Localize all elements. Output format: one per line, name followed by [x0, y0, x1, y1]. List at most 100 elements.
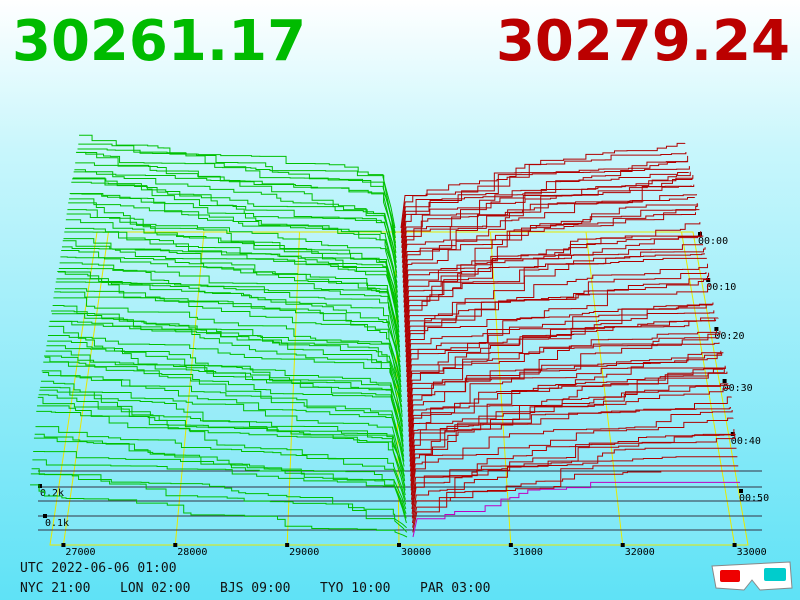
bid-curve — [77, 148, 396, 239]
depth-label: 0.1k — [45, 518, 69, 529]
bid-curve — [65, 219, 399, 313]
price-label: 32000 — [625, 547, 655, 558]
time-label: 00:40 — [731, 436, 761, 447]
bid-curve — [38, 394, 406, 486]
ask-curve — [412, 465, 739, 528]
ask-curve — [405, 257, 707, 353]
bid-curve — [34, 433, 407, 510]
price-tick — [285, 543, 290, 547]
ask-curve — [410, 385, 730, 482]
bid-curve — [58, 271, 401, 363]
ask-curve — [402, 177, 693, 268]
bid-curve — [33, 451, 407, 519]
ask-curve — [411, 434, 736, 510]
price-label: 29000 — [289, 547, 319, 558]
ask-curve — [405, 263, 708, 358]
ask-curve — [402, 184, 695, 278]
ask-curve — [410, 387, 730, 477]
bid-curve — [66, 213, 399, 308]
bid-curve — [51, 313, 403, 403]
ask-curve — [405, 278, 710, 368]
bid-curve — [49, 320, 403, 417]
ask-curve — [407, 317, 719, 417]
bid-curve — [31, 468, 407, 529]
bid-curve — [30, 484, 408, 538]
price-grid-line — [286, 231, 300, 546]
zone-clock: NYC 21:00 — [20, 581, 90, 596]
price-grid-line — [490, 231, 512, 546]
ask-curve — [403, 231, 702, 318]
ask-curve — [401, 172, 689, 248]
depth-label: 0.2k — [40, 488, 64, 499]
ask-curve — [404, 244, 703, 328]
time-label: 00:10 — [706, 282, 736, 293]
ask-curve — [403, 222, 701, 313]
price-tick — [620, 543, 625, 547]
bid-curve — [43, 361, 405, 457]
bid-price: 30261.17 — [12, 9, 306, 74]
bid-curve — [40, 380, 405, 472]
ask-curve — [411, 447, 737, 519]
bid-curve — [60, 256, 401, 348]
bid-curve — [68, 198, 398, 293]
bid-curve — [47, 334, 404, 427]
ask-curve — [410, 417, 734, 500]
ask-curve — [404, 235, 703, 323]
ask-curve — [410, 410, 733, 496]
price-label: 31000 — [513, 547, 543, 558]
bid-curve — [67, 209, 399, 303]
bid-curve — [62, 240, 400, 333]
ask-curve — [412, 470, 740, 533]
price-tick — [61, 543, 66, 547]
bid-curve — [71, 181, 398, 278]
bid-curve — [73, 171, 397, 263]
glasses-icon — [711, 561, 793, 591]
ask-curve — [409, 383, 729, 472]
ask-curve — [403, 203, 698, 298]
bid-curve — [72, 177, 398, 268]
bid-curve — [56, 278, 402, 373]
bid-curve — [32, 459, 407, 524]
bid-curve — [63, 238, 400, 328]
ask-curve — [411, 429, 735, 505]
ask-curve — [401, 166, 690, 253]
ask-curve — [406, 284, 711, 373]
price-grid-line — [681, 231, 736, 546]
price-label: 30000 — [401, 547, 431, 558]
bid-curve — [74, 169, 397, 258]
utc-clock: UTC 2022-06-06 01:00 — [20, 561, 177, 576]
bid-curve — [59, 262, 401, 353]
ask-curve — [406, 310, 715, 393]
bid-curve — [51, 310, 403, 407]
price-label: 28000 — [177, 547, 207, 558]
ask-curve — [400, 152, 687, 234]
ask-curve — [406, 304, 713, 383]
ask-curve — [410, 406, 731, 486]
bid-curve — [76, 151, 397, 244]
price-tick — [173, 543, 178, 547]
time-label: 00:20 — [714, 331, 744, 342]
ask-curve — [400, 142, 686, 229]
ask-curve — [412, 481, 740, 538]
ask-curve — [408, 352, 723, 437]
bid-curve — [47, 340, 404, 432]
ask-curve — [406, 302, 714, 388]
time-label: 00:50 — [739, 493, 769, 504]
ask-curve — [409, 367, 727, 462]
time-tick — [714, 327, 719, 331]
ask-curve — [408, 352, 724, 447]
ask-curve — [401, 155, 689, 243]
ask-curve — [402, 194, 697, 293]
bid-curve — [39, 389, 406, 482]
bid-curve — [75, 151, 397, 248]
bid-curve — [35, 426, 407, 505]
price-grid-line — [174, 231, 205, 546]
price-grid-line — [585, 231, 624, 546]
time-label: 00:30 — [723, 383, 753, 394]
bid-curve — [68, 202, 399, 298]
bid-curve — [40, 386, 406, 477]
ask-curve — [407, 337, 718, 412]
zone-clock: TYO 10:00 — [320, 581, 390, 596]
ask-curve — [401, 185, 692, 263]
